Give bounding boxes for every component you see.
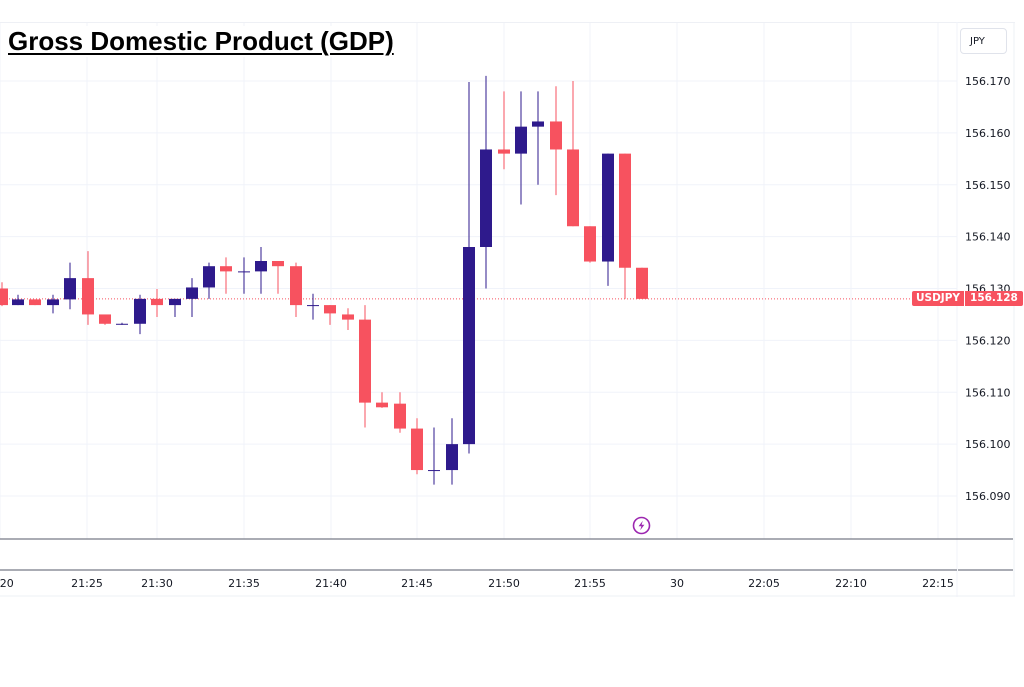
candle — [584, 226, 596, 263]
candle — [446, 418, 458, 485]
candle — [12, 294, 24, 306]
candle — [359, 305, 371, 428]
grid-lines — [0, 22, 1015, 539]
candle — [29, 299, 41, 306]
price-tick-label: 156.140 — [965, 231, 1011, 244]
candle — [602, 153, 614, 286]
candle — [272, 261, 284, 294]
candle — [64, 262, 76, 310]
price-tick-label: 156.100 — [965, 438, 1011, 451]
time-tick-label: 21:30 — [141, 577, 173, 590]
time-tick-label: 21:55 — [574, 577, 606, 590]
price-tick-label: 156.150 — [965, 179, 1011, 192]
candle — [394, 392, 406, 433]
currency-button[interactable]: JPY — [960, 28, 1007, 54]
time-tick-label: 22:05 — [748, 577, 780, 590]
candle — [238, 257, 250, 294]
time-tick-label: 21:25 — [71, 577, 103, 590]
chart-canvas[interactable]: 156.170156.160156.150156.140156.130156.1… — [0, 22, 1015, 597]
time-tick-label: 21:35 — [228, 577, 260, 590]
time-tick-label: 21:40 — [315, 577, 347, 590]
candle — [134, 294, 146, 335]
candle — [342, 308, 354, 330]
last-price-tag: USDJPY 156.128 — [912, 291, 1023, 306]
candle — [186, 278, 198, 318]
candle — [203, 262, 215, 299]
candle — [636, 267, 648, 299]
candle — [324, 305, 336, 325]
candle — [515, 91, 527, 205]
candle — [47, 294, 59, 314]
time-tick-label: 30 — [670, 577, 684, 590]
candle — [532, 91, 544, 185]
candle — [550, 86, 562, 196]
lightning-bolt-icon[interactable] — [632, 516, 651, 535]
price-tick-label: 156.110 — [965, 386, 1011, 399]
candle — [255, 247, 267, 294]
price-tick-label: 156.170 — [965, 75, 1011, 88]
symbol-label: USDJPY — [912, 291, 965, 306]
candle — [0, 282, 8, 307]
time-tick-label: 22:15 — [922, 577, 954, 590]
price-tick-label: 156.160 — [965, 127, 1011, 140]
candle — [151, 289, 163, 318]
candle — [480, 75, 492, 289]
time-tick-label: 21:45 — [401, 577, 433, 590]
price-axis[interactable]: 156.170156.160156.150156.140156.130156.1… — [956, 22, 1011, 597]
candle — [498, 91, 510, 170]
price-tick-label: 156.120 — [965, 334, 1011, 347]
time-tick-label: 21:50 — [488, 577, 520, 590]
candle — [567, 81, 579, 227]
candle — [376, 392, 388, 408]
candle — [411, 418, 423, 475]
candle — [290, 262, 302, 318]
time-axis[interactable]: :20 21:25 21:30 21:35 21:40 21:45 21:50 21:55 30… — [0, 577, 954, 590]
candle — [428, 427, 440, 485]
candle — [82, 251, 94, 325]
chart-frame[interactable]: 156.170 156.160 156.150 156.140 156.130 156.1… — [0, 22, 1015, 597]
time-tick-label: 22:10 — [835, 577, 867, 590]
candle — [169, 298, 181, 318]
chart-title: Gross Domestic Product (GDP) — [8, 26, 396, 57]
price-tick-label: 156.090 — [965, 490, 1011, 503]
axis-borders — [0, 22, 1015, 597]
candles — [0, 75, 648, 485]
candle — [307, 293, 319, 320]
time-tick-label: :20 — [0, 577, 14, 590]
last-price-value: 156.128 — [964, 291, 1023, 306]
candle — [116, 322, 128, 325]
candle — [619, 153, 631, 299]
candle — [220, 257, 232, 294]
candle — [99, 314, 111, 325]
candle — [463, 82, 475, 454]
